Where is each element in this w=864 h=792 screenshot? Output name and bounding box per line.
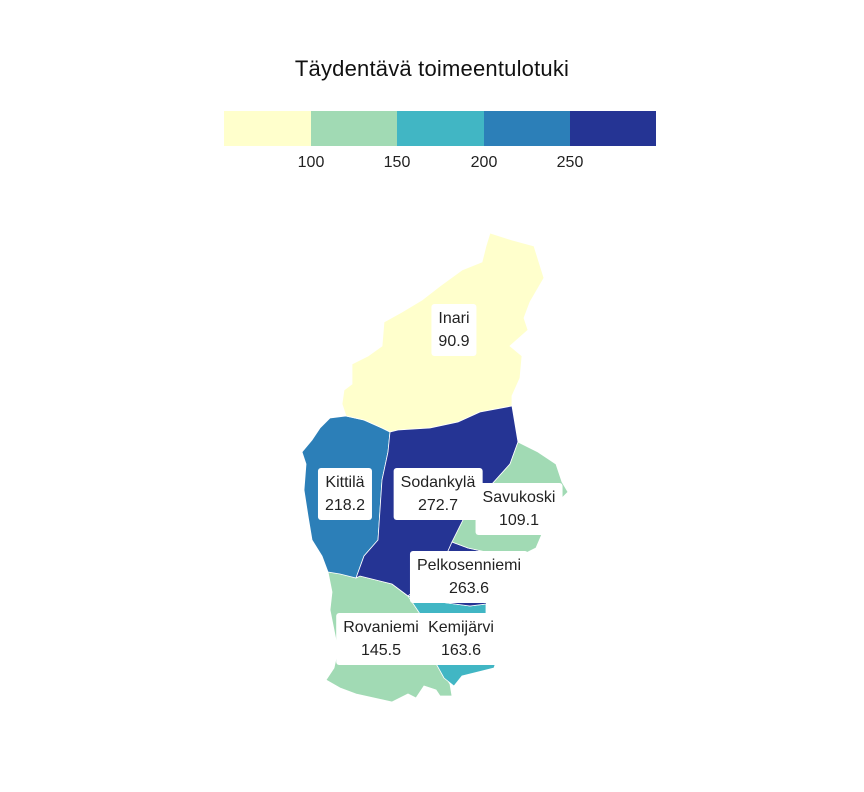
region-label-inari: Inari 90.9 <box>431 304 477 356</box>
region-name: Savukoski <box>482 489 556 506</box>
legend-swatch-1 <box>224 111 311 146</box>
region-value: 145.5 <box>360 642 402 659</box>
region-name: Kittilä <box>325 474 365 491</box>
region-label-savukoski: Savukoski 109.1 <box>475 483 563 535</box>
legend-swatch-3 <box>397 111 484 146</box>
region-value: 272.7 <box>417 497 459 514</box>
region-name: Rovaniemi <box>343 619 419 636</box>
legend-swatch-2 <box>311 111 397 146</box>
legend-tick-100: 100 <box>297 154 325 171</box>
region-value: 90.9 <box>438 333 470 350</box>
region-value: 263.6 <box>448 580 490 597</box>
region-value: 218.2 <box>324 497 366 514</box>
legend-tick-150: 150 <box>383 154 411 171</box>
region-label-kittila: Kittilä 218.2 <box>317 468 373 520</box>
region-label-sodankyla: Sodankylä 272.7 <box>393 468 483 520</box>
region-name: Inari <box>438 310 470 327</box>
region-name: Pelkosenniemi <box>416 557 522 574</box>
region-name: Kemijärvi <box>428 619 494 636</box>
legend-tick-200: 200 <box>470 154 498 171</box>
region-name: Sodankylä <box>400 474 476 491</box>
region-label-kemijarvi: Kemijärvi 163.6 <box>421 613 501 665</box>
region-value: 109.1 <box>498 512 540 529</box>
map-title: Täydentävä toimeentulotuki <box>294 56 570 81</box>
legend-swatch-4 <box>484 111 570 146</box>
region-label-rovaniemi: Rovaniemi 145.5 <box>336 613 426 665</box>
legend-tick-250: 250 <box>556 154 584 171</box>
region-label-pelkosenniemi: Pelkosenniemi 263.6 <box>409 551 529 603</box>
legend-swatch-5 <box>570 111 656 146</box>
region-value: 163.6 <box>440 642 482 659</box>
